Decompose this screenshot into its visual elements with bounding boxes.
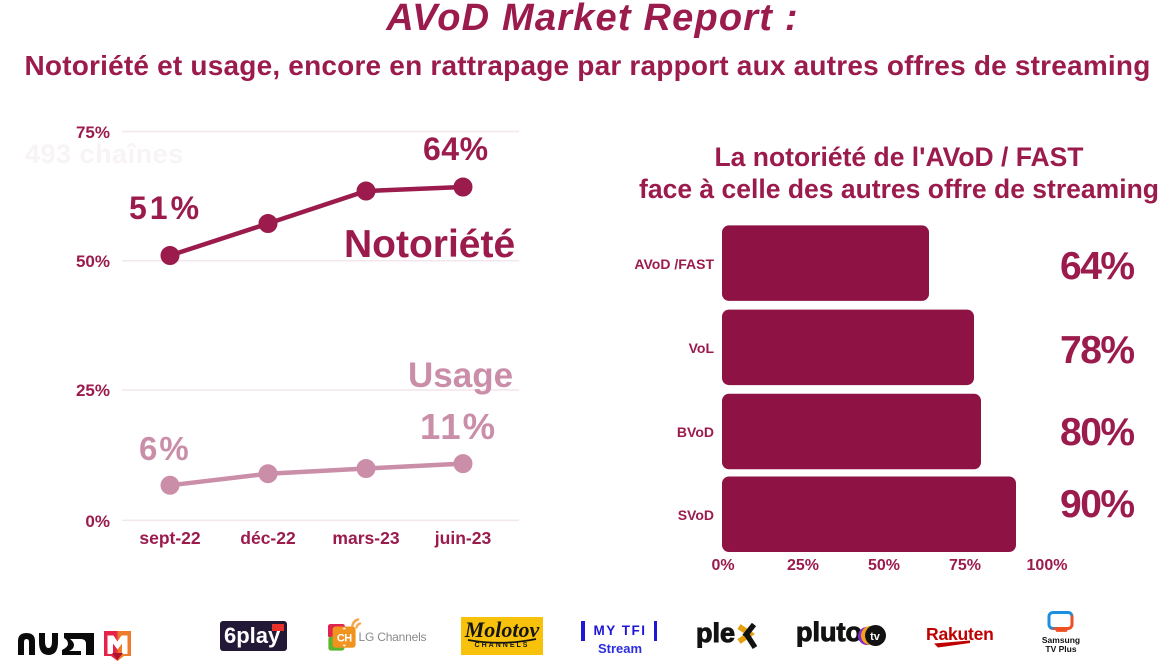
svg-text:tv: tv [870,631,881,643]
svg-text:CH: CH [337,632,352,644]
